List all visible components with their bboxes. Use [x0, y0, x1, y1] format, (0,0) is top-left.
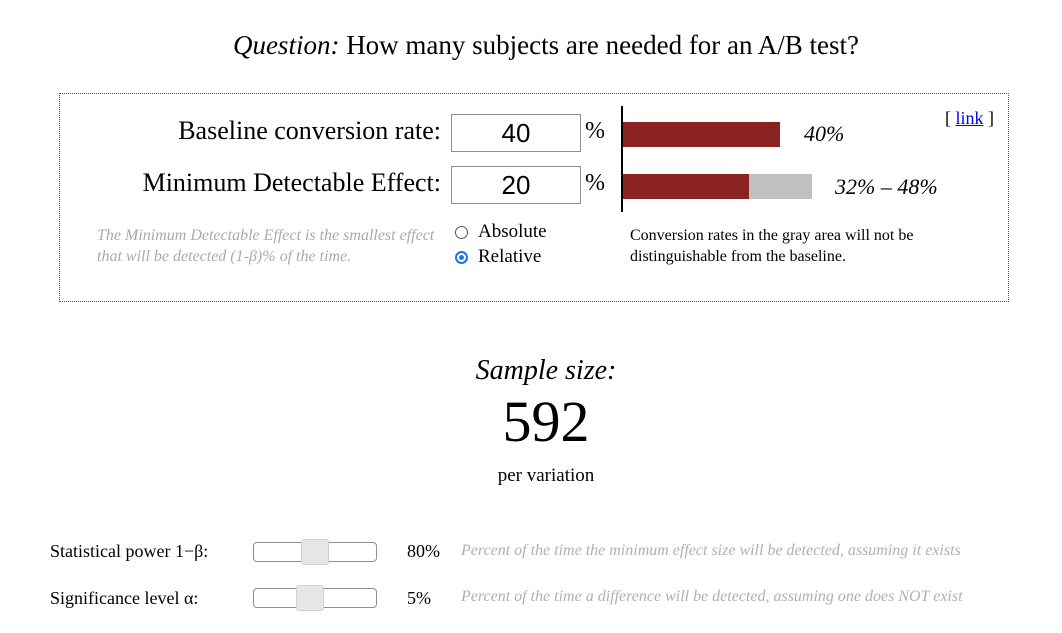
question-text: How many subjects are needed for an A/B … [339, 30, 860, 60]
baseline-axis-line [621, 106, 623, 212]
alpha-slider-thumb[interactable] [296, 585, 324, 611]
radio-relative[interactable]: Relative [455, 246, 541, 268]
alpha-description: Percent of the time a difference will be… [461, 588, 963, 605]
baseline-label: Baseline conversion rate: [178, 116, 441, 145]
mde-bar [623, 174, 749, 199]
radio-absolute-label: Absolute [478, 221, 547, 242]
page-question: Question: How many subjects are needed f… [0, 30, 1062, 61]
link-bracket-close: ] [983, 108, 994, 128]
baseline-bar [623, 122, 780, 147]
mde-label: Minimum Detectable Effect: [142, 168, 441, 197]
power-slider[interactable] [253, 539, 377, 565]
alpha-value: 5% [407, 588, 431, 608]
power-slider-thumb[interactable] [301, 539, 329, 565]
mde-range-value: 32% – 48% [835, 174, 938, 199]
sample-size-label: Sample size: [475, 355, 617, 386]
link[interactable]: link [955, 108, 984, 128]
sample-size-unit: per variation [497, 465, 595, 486]
power-label: Statistical power 1−β: [50, 541, 209, 561]
mde-gray-area [749, 174, 812, 199]
radio-absolute-circle[interactable] [455, 225, 468, 239]
gray-area-note: Conversion rates in the gray area will n… [630, 227, 914, 265]
link-bracket-open: [ [944, 108, 956, 128]
radio-absolute[interactable]: Absolute [455, 221, 547, 243]
radio-relative-label: Relative [478, 246, 542, 267]
sample-size-value: 592 [502, 389, 590, 454]
permalink: [ link ] [945, 108, 994, 129]
power-description: Percent of the time the minimum effect s… [461, 542, 961, 559]
baseline-input[interactable]: 40 [451, 114, 581, 152]
alpha-label: Significance level α: [50, 588, 199, 608]
baseline-bar-value: 40% [804, 121, 845, 146]
mde-note: The Minimum Detectable Effect is the sma… [97, 227, 435, 265]
mde-input[interactable]: 20 [451, 166, 581, 204]
mde-unit: % [585, 170, 605, 196]
radio-relative-circle[interactable] [455, 250, 468, 264]
alpha-slider[interactable] [253, 585, 377, 611]
power-value: 80% [407, 541, 440, 561]
calculator-panel: Baseline conversion rate: 40 % Minimum D… [59, 93, 1009, 302]
baseline-unit: % [585, 118, 605, 144]
question-label: Question: [232, 30, 340, 60]
